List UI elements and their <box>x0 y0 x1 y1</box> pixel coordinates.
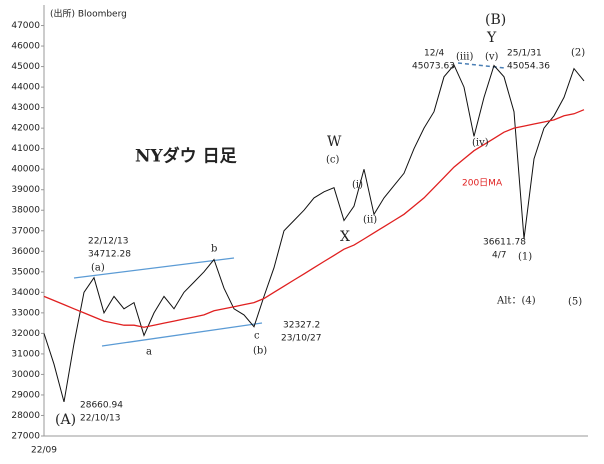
y-tick-label: 27000 <box>11 432 40 442</box>
annotation: (2) <box>571 48 585 59</box>
channel-line <box>73 257 235 279</box>
peak-line <box>457 62 506 69</box>
annotation: (v) <box>485 52 499 63</box>
annotation: 22/12/13 <box>88 237 128 247</box>
annotation: 45073.63 <box>412 62 455 72</box>
x-tick-label: 22/09 <box>31 446 57 456</box>
y-tick-label: 42000 <box>11 124 40 134</box>
channel-line <box>101 322 263 347</box>
y-tick-label: 44000 <box>11 83 40 93</box>
annotation: 32327.2 <box>283 321 320 331</box>
annotation: 4/7 <box>492 251 506 261</box>
annotation: (iv) <box>472 138 489 149</box>
y-tick-label: 33000 <box>11 308 40 318</box>
annotation: 45054.36 <box>507 62 550 72</box>
annotation: (c) <box>326 155 340 166</box>
annotation: 34712.28 <box>88 250 131 260</box>
y-tick-label: 41000 <box>11 144 40 154</box>
annotation: X <box>340 229 350 245</box>
annotation: Y <box>486 30 497 46</box>
y-tick-label: 32000 <box>11 329 40 339</box>
annotation: 22/10/13 <box>80 414 120 424</box>
annotation: (ii) <box>363 215 377 226</box>
annotation: (A) <box>55 412 76 428</box>
y-tick-label: 40000 <box>11 165 40 175</box>
annotation: 25/1/31 <box>507 49 542 59</box>
annotation: W <box>327 134 342 150</box>
legend-label: 200日MA <box>462 178 503 189</box>
y-tick-label: 45000 <box>11 62 40 72</box>
series-line <box>43 109 585 328</box>
annotation: (b) <box>253 346 267 357</box>
annotation: (B) <box>485 12 506 28</box>
y-tick-label: 31000 <box>11 349 40 359</box>
annotation: (i) <box>352 180 363 191</box>
y-tick-label: 28000 <box>11 411 40 421</box>
annotation: (1) <box>518 252 532 263</box>
annotation: 12/4 <box>424 49 444 59</box>
annotation: 36611.78 <box>483 238 526 248</box>
annotation: a <box>146 347 152 358</box>
y-tick-label: 30000 <box>11 370 40 380</box>
annotation: 28660.94 <box>80 401 123 411</box>
y-tick-label: 29000 <box>11 390 40 400</box>
y-tick-label: 34000 <box>11 288 40 298</box>
annotation: b <box>211 244 217 255</box>
annotation: Alt：(4) <box>496 296 536 307</box>
y-tick-label: 43000 <box>11 103 40 113</box>
y-tick-label: 39000 <box>11 185 40 195</box>
annotation: c <box>254 331 260 342</box>
annotation: (iii) <box>456 52 473 63</box>
y-tick-label: 37000 <box>11 226 40 236</box>
annotation: (5) <box>568 297 582 308</box>
annotation: (a) <box>91 263 105 274</box>
series-line <box>43 64 585 403</box>
y-tick-label: 47000 <box>11 21 40 31</box>
chart-title: NYダウ 日足 <box>135 146 237 167</box>
source: (出所) Bloomberg <box>50 8 127 20</box>
y-tick-label: 36000 <box>11 247 40 257</box>
y-tick-label: 38000 <box>11 206 40 216</box>
y-tick-label: 46000 <box>11 42 40 52</box>
y-tick-label: 35000 <box>11 267 40 277</box>
annotation: 23/10/27 <box>281 334 321 344</box>
